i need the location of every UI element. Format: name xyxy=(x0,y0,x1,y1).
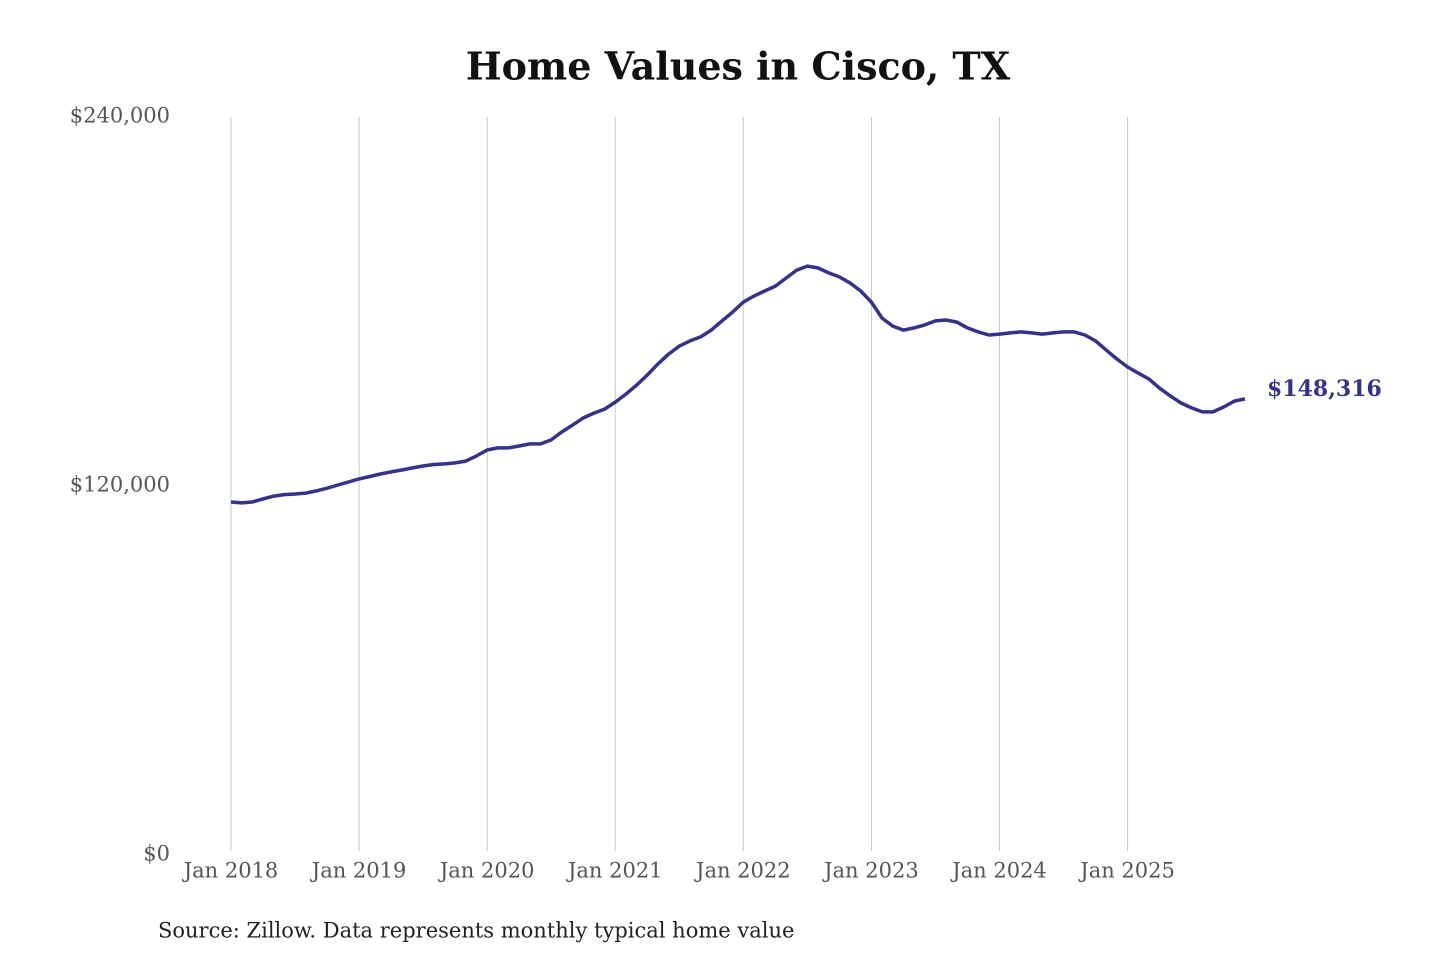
y-tick-label: $120,000 xyxy=(70,473,170,497)
y-tick-label: $0 xyxy=(143,842,170,866)
line xyxy=(230,264,1246,505)
x-tick-label: Jan 2021 xyxy=(566,859,663,883)
source-note: Source: Zillow. Data represents monthly … xyxy=(158,919,794,943)
x-tick-label: Jan 2020 xyxy=(438,859,535,883)
chart-title: Home Values in Cisco, TX xyxy=(466,44,1011,89)
x-tick-label: Jan 2023 xyxy=(822,859,919,883)
y-tick-label: $240,000 xyxy=(70,104,170,128)
x-tick-label: Jan 2025 xyxy=(1078,859,1175,883)
x-tick-label: Jan 2018 xyxy=(182,859,279,883)
value-label: $148,316 xyxy=(1267,376,1382,402)
x-tick-label: Jan 2024 xyxy=(950,859,1047,883)
x-tick-label: Jan 2019 xyxy=(310,859,407,883)
x-tick-label: Jan 2022 xyxy=(694,859,791,883)
